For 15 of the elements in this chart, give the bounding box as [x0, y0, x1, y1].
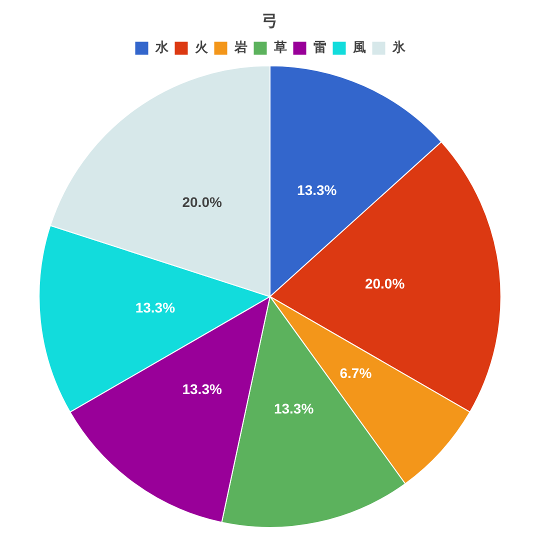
chart-title: 弓	[262, 10, 278, 30]
legend-label: 氷	[391, 40, 406, 56]
data-label: 20.0%	[182, 194, 222, 210]
data-label: 20.0%	[364, 275, 406, 292]
data-label: 13.3%	[297, 182, 338, 198]
legend-label: 雷	[313, 40, 326, 56]
data-label: 13.3%	[182, 380, 222, 397]
legend-label: 岩	[233, 40, 248, 56]
legend-label: 水	[154, 40, 170, 56]
legend-label: 草	[272, 40, 287, 56]
data-label: 13.3%	[135, 300, 176, 316]
legend-label: 風	[352, 40, 366, 56]
data-label: 6.7%	[340, 364, 372, 381]
data-label: 13.3%	[274, 400, 314, 416]
legend-label: 火	[194, 40, 209, 56]
